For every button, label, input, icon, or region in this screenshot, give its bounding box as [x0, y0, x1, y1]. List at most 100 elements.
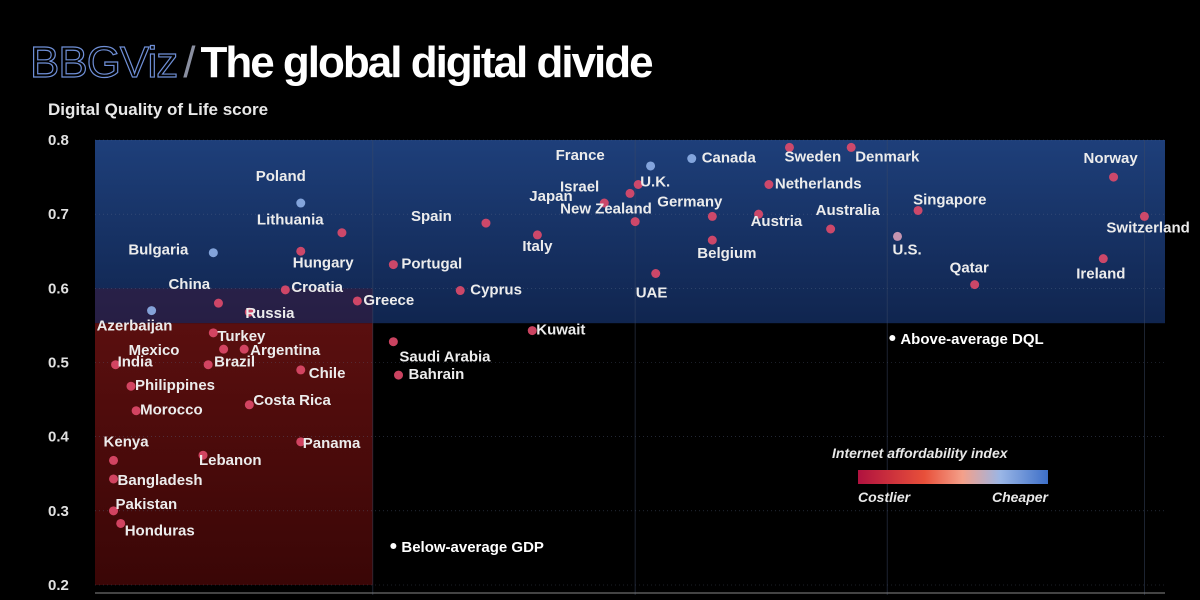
data-point — [455, 286, 465, 296]
point-label: Costa Rica — [253, 392, 331, 409]
point-label: Lithuania — [257, 212, 324, 229]
data-point — [625, 188, 635, 198]
y-tick-label: 0.2 — [48, 577, 69, 594]
point-label: Israel — [560, 178, 599, 195]
data-point — [296, 437, 306, 447]
point-label: Bahrain — [409, 366, 465, 383]
data-point — [394, 370, 404, 380]
point-label: Italy — [522, 238, 553, 255]
point-label: Brazil — [214, 354, 255, 371]
data-point — [198, 450, 208, 460]
point-label: New Zealand — [560, 201, 652, 218]
point-label: Spain — [411, 208, 452, 225]
point-label: Austria — [751, 213, 803, 230]
point-label: Portugal — [401, 256, 462, 273]
point-label: U.S. — [893, 241, 922, 258]
above-dql-label: Above-average DQL — [900, 331, 1043, 348]
data-point — [913, 205, 923, 215]
point-label: Germany — [657, 193, 723, 210]
data-point — [280, 285, 290, 295]
point-label: Chile — [309, 365, 346, 382]
data-point — [208, 248, 218, 258]
point-label: Mexico — [129, 342, 180, 359]
point-label: Pakistan — [116, 496, 178, 513]
point-label: France — [556, 147, 605, 164]
chart-title: The global digital divide — [200, 38, 653, 87]
overlap-zone — [95, 288, 373, 324]
data-point — [109, 455, 119, 465]
data-point — [388, 337, 398, 347]
point-label: Greece — [363, 292, 414, 309]
below-gdp-label: Below-average GDP — [401, 539, 544, 556]
point-label: Canada — [702, 150, 757, 167]
data-point — [296, 198, 306, 208]
data-point — [337, 228, 347, 238]
data-point — [846, 142, 856, 152]
data-point — [239, 344, 249, 354]
y-tick-label: 0.3 — [48, 503, 69, 520]
data-point — [1139, 211, 1149, 221]
point-label: Japan — [529, 188, 572, 205]
point-label: Switzerland — [1106, 219, 1189, 236]
legend-high-label: Cheaper — [992, 489, 1050, 505]
data-point — [203, 360, 213, 370]
below-gdp-marker — [390, 543, 397, 549]
data-point — [352, 296, 362, 306]
legend-low-label: Costlier — [858, 489, 912, 505]
point-label: Azerbaijan — [97, 318, 173, 335]
point-label: Hungary — [293, 254, 355, 271]
point-label: Qatar — [950, 260, 989, 277]
data-point — [687, 154, 697, 164]
data-point — [707, 235, 717, 245]
data-point — [244, 307, 254, 317]
data-point — [147, 306, 157, 316]
brand-separator: / — [183, 38, 195, 87]
y-axis-title: Digital Quality of Life score — [48, 100, 269, 119]
point-label: Argentina — [250, 342, 321, 359]
data-point — [599, 198, 609, 208]
point-label: Australia — [816, 202, 881, 219]
legend-title: Internet affordability index — [832, 445, 1009, 461]
below-gdp-zone — [95, 323, 373, 585]
point-label: Panama — [303, 435, 361, 452]
data-point — [707, 211, 717, 221]
point-label: Kuwait — [536, 322, 585, 339]
data-point — [244, 400, 254, 410]
point-label: U.K. — [640, 174, 670, 191]
data-point — [633, 180, 643, 189]
data-point — [826, 224, 836, 234]
data-point — [208, 328, 218, 338]
point-label: Sweden — [784, 148, 841, 165]
data-point — [1109, 172, 1119, 182]
point-label: Norway — [1084, 150, 1139, 167]
legend-gradient-bar — [858, 470, 1048, 484]
point-label: UAE — [636, 285, 668, 302]
data-point — [630, 217, 640, 227]
point-label: Croatia — [291, 279, 343, 296]
data-point — [527, 326, 537, 336]
point-label: Saudi Arabia — [399, 349, 491, 366]
point-label: Netherlands — [775, 176, 862, 193]
data-point — [126, 381, 136, 391]
point-label: Turkey — [217, 328, 266, 345]
point-label: Honduras — [125, 522, 195, 539]
data-point — [296, 246, 306, 256]
point-label: Lebanon — [199, 452, 262, 469]
y-tick-label: 0.4 — [48, 429, 70, 446]
data-point — [893, 231, 902, 241]
y-tick-label: 0.7 — [48, 206, 69, 223]
data-point — [481, 218, 491, 228]
above-dql-marker — [889, 335, 896, 341]
data-point — [131, 406, 141, 416]
point-label: Cyprus — [470, 282, 522, 299]
y-tick-label: 0.6 — [48, 280, 69, 297]
data-point — [213, 298, 223, 308]
point-label: China — [168, 276, 210, 293]
data-point — [764, 180, 774, 189]
point-label: Russia — [245, 305, 295, 322]
data-point — [970, 280, 980, 290]
data-point — [296, 365, 306, 375]
data-point — [754, 209, 764, 219]
point-label: Bangladesh — [118, 472, 203, 489]
